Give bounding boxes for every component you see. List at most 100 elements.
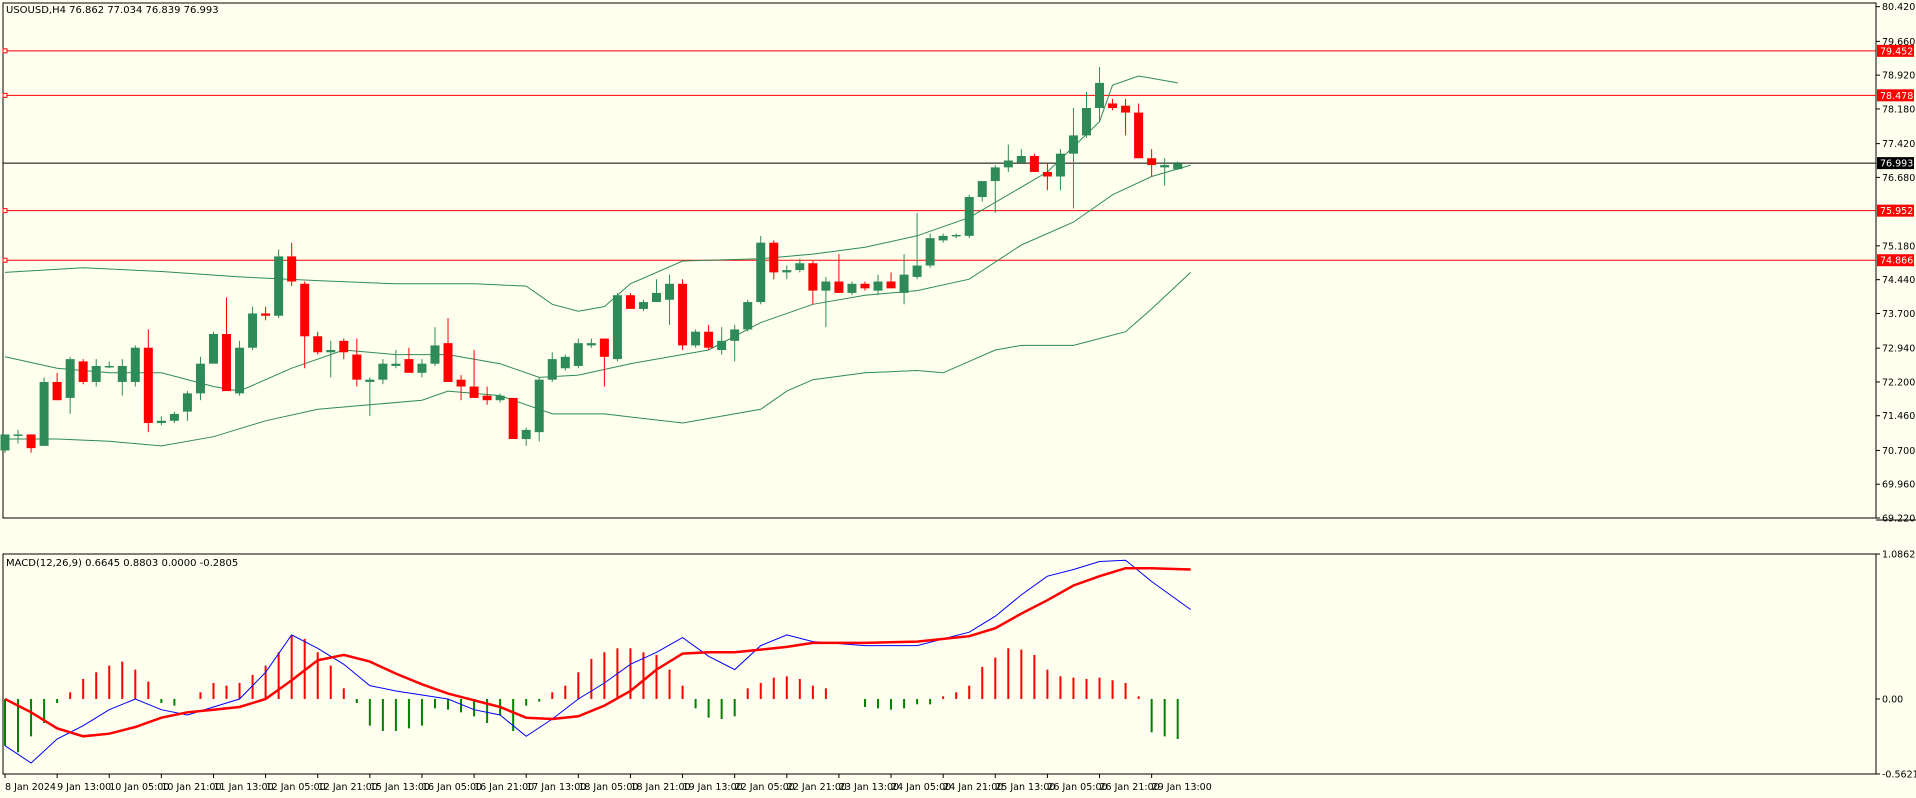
candle-body: [1068, 135, 1078, 154]
candle-body: [52, 381, 62, 401]
candle-body: [756, 242, 766, 303]
candle-body: [300, 283, 310, 337]
level-price-tag-text: 74.866: [1880, 256, 1913, 267]
macd-axis-label: 0.00: [1882, 694, 1903, 705]
candle-body: [248, 313, 258, 348]
candle-body: [938, 235, 948, 241]
candle-body: [1160, 165, 1170, 168]
level-lines: [2, 48, 1876, 263]
candle-body: [899, 274, 909, 293]
candle-body: [730, 329, 740, 341]
macd-panel-frame: [2, 553, 1877, 775]
candle-body: [287, 256, 297, 282]
time-axis-label: 12 Jan 21:00: [318, 782, 378, 793]
candle-body: [821, 281, 831, 291]
candle-body: [1003, 160, 1013, 168]
candle-body: [13, 434, 23, 436]
candlesticks: [0, 66, 1183, 453]
candle-body: [274, 256, 284, 316]
time-axis-label: 18 Jan 21:00: [630, 782, 690, 793]
time-axis-label: 9 Jan 13:00: [57, 782, 111, 793]
candle-body: [222, 334, 232, 392]
macd-title: MACD(12,26,9) 0.6645 0.8803 0.0000 -0.28…: [6, 558, 238, 569]
candle-body: [391, 363, 401, 366]
time-axis-label: 18 Jan 05:00: [578, 782, 638, 793]
time-axis-label: 16 Jan 21:00: [474, 782, 534, 793]
candle-body: [195, 363, 205, 394]
candle-body: [482, 395, 492, 401]
level-handle: [2, 208, 8, 214]
price-axis: 80.420 79.660 78.920 78.180 77.420 76.680 75.1…: [1876, 2, 1915, 525]
candle-body: [430, 345, 440, 364]
candle-body: [990, 167, 1000, 182]
candle-body: [469, 386, 479, 398]
candle-body: [104, 365, 114, 368]
time-axis-label: 29 Jan 13:00: [1152, 782, 1212, 793]
candle-body: [925, 238, 935, 266]
time-axis-label: 26 Jan 21:00: [1100, 782, 1160, 793]
candle-body: [743, 302, 753, 330]
time-axis-label: 25 Jan 13:00: [995, 782, 1055, 793]
candle-body: [782, 270, 792, 273]
price-axis-label: 72.940: [1882, 344, 1915, 355]
time-axis-label: 12 Jan 05:00: [266, 782, 326, 793]
candle-body: [599, 338, 609, 357]
candle-body: [873, 281, 883, 291]
candle-body: [117, 365, 127, 382]
candle-body: [1121, 105, 1131, 113]
candle-body: [547, 359, 557, 380]
candle-body: [652, 292, 661, 303]
price-axis-label: 73.700: [1882, 309, 1915, 320]
macd-signal-line: [4, 566, 1191, 738]
candle-body: [847, 283, 857, 293]
candle-body: [691, 331, 701, 346]
candle-body: [26, 434, 36, 449]
candle-body: [717, 340, 727, 350]
price-axis-label: 75.180: [1882, 241, 1915, 252]
candle-body: [1081, 108, 1091, 136]
candle-body: [352, 354, 362, 380]
level-price-tag-text: 78.478: [1880, 91, 1913, 102]
candle-body: [182, 393, 192, 412]
price-axis-label: 77.420: [1882, 139, 1915, 150]
candle-body: [169, 413, 179, 421]
macd-axis: 1.0862 0.00 -0.5621: [1876, 550, 1916, 781]
price-axis-label: 78.920: [1882, 71, 1915, 82]
time-axis-label: 11 Jan 13:00: [213, 782, 273, 793]
candle-body: [65, 359, 75, 398]
candle-body: [261, 313, 271, 316]
price-axis-label: 78.180: [1882, 104, 1915, 115]
time-axis-label: 17 Jan 13:00: [526, 782, 586, 793]
candle-body: [130, 347, 140, 382]
candle-body: [521, 429, 531, 440]
level-price-tag: [1877, 254, 1914, 267]
level-handle: [2, 48, 8, 54]
time-axis-label: 16 Jan 05:00: [422, 782, 482, 793]
candle-body: [156, 420, 166, 424]
candle-body: [560, 356, 570, 369]
candle-body: [912, 265, 922, 277]
candle-body: [365, 379, 375, 382]
candle-body: [378, 363, 388, 380]
candle-body: [326, 349, 336, 353]
candle-body: [665, 283, 675, 300]
candle-body: [1173, 163, 1183, 170]
candle-body: [977, 181, 987, 198]
candle-body: [404, 359, 414, 373]
candle-body: [586, 343, 596, 346]
candle-body: [769, 242, 779, 273]
level-price-tag: [1877, 44, 1914, 57]
macd-lines: [4, 559, 1191, 764]
candle-body: [612, 295, 622, 360]
candle-body: [1055, 153, 1065, 177]
candle-body: [704, 331, 714, 348]
price-axis-label: 71.460: [1882, 411, 1915, 422]
chart-title: USOUSD,H4 76.862 77.034 76.839 76.993: [6, 5, 219, 16]
bollinger-lower-line: [5, 272, 1192, 447]
macd-axis-label: 1.0862: [1882, 550, 1915, 561]
candle-body: [1134, 112, 1144, 159]
candle-body: [443, 343, 453, 382]
price-axis-label: 69.960: [1882, 480, 1915, 491]
bollinger-middle-line: [4, 164, 1191, 392]
